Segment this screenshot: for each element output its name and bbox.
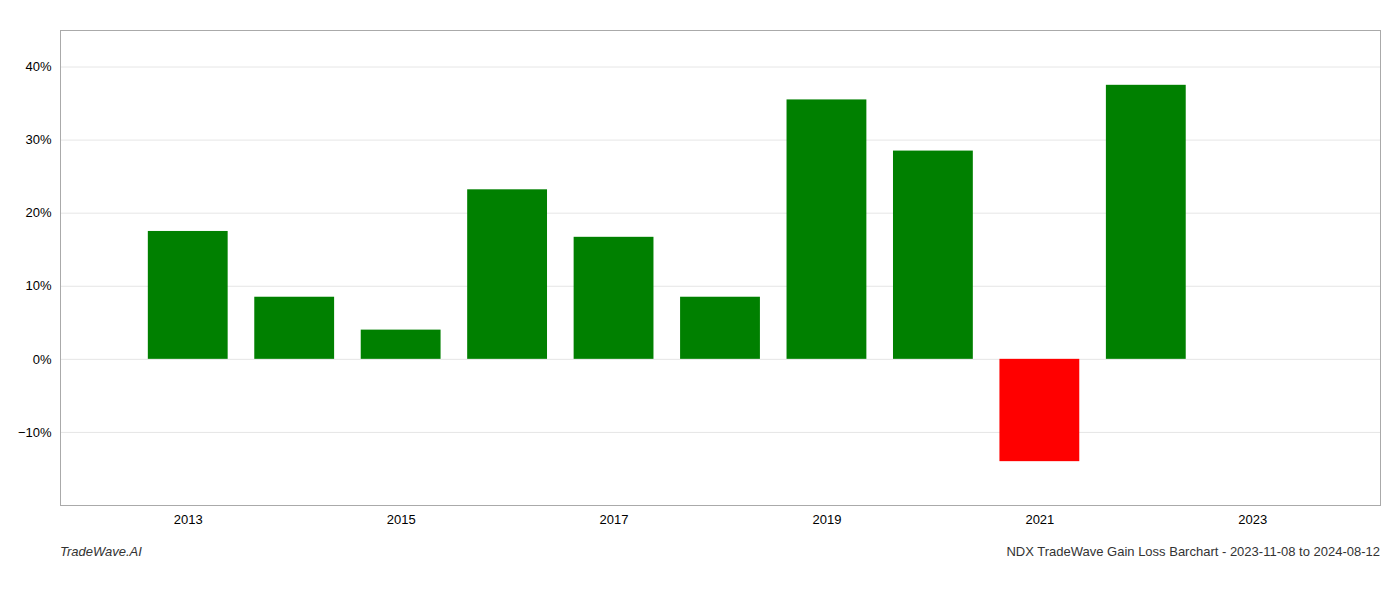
svg-text:2019: 2019 (812, 512, 841, 527)
svg-text:10%: 10% (25, 278, 51, 293)
svg-text:40%: 40% (25, 59, 51, 74)
svg-text:2023: 2023 (1238, 512, 1267, 527)
svg-text:2013: 2013 (174, 512, 203, 527)
svg-text:0%: 0% (33, 352, 52, 367)
svg-text:30%: 30% (25, 132, 51, 147)
svg-text:−10%: −10% (18, 425, 52, 440)
html-text:TradeWave.AI: TradeWave.AI (60, 544, 142, 559)
svg-text:20%: 20% (25, 205, 51, 220)
html-text:NDX TradeWave Gain Loss Barcha: NDX TradeWave Gain Loss Barchart - 2023-… (1006, 544, 1380, 559)
svg-text:2021: 2021 (1025, 512, 1054, 527)
svg-text:2015: 2015 (387, 512, 416, 527)
svg-text:2017: 2017 (600, 512, 629, 527)
